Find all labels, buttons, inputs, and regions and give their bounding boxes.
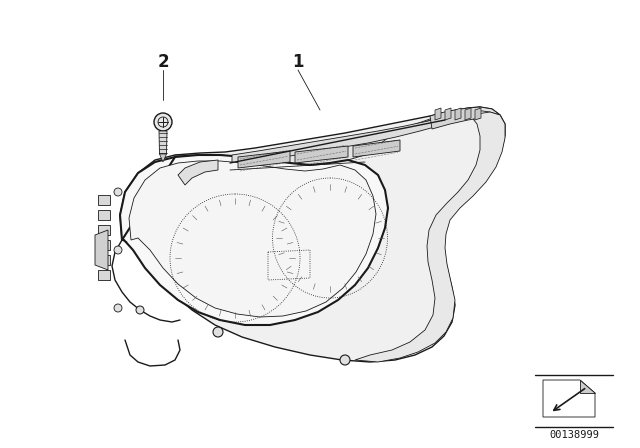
Polygon shape bbox=[129, 161, 376, 317]
Polygon shape bbox=[445, 108, 451, 120]
Polygon shape bbox=[95, 230, 108, 270]
Polygon shape bbox=[295, 146, 348, 163]
Polygon shape bbox=[159, 154, 166, 162]
Polygon shape bbox=[98, 225, 110, 235]
Polygon shape bbox=[435, 108, 441, 120]
Text: 1: 1 bbox=[292, 53, 304, 71]
Text: 00138999: 00138999 bbox=[549, 430, 599, 440]
Circle shape bbox=[154, 113, 172, 131]
Circle shape bbox=[340, 355, 350, 365]
Polygon shape bbox=[232, 116, 448, 165]
Polygon shape bbox=[120, 155, 388, 325]
Circle shape bbox=[114, 246, 122, 254]
Polygon shape bbox=[238, 151, 290, 168]
Circle shape bbox=[114, 188, 122, 196]
Circle shape bbox=[114, 304, 122, 312]
Polygon shape bbox=[430, 107, 480, 129]
Polygon shape bbox=[175, 107, 500, 165]
Text: 2: 2 bbox=[157, 53, 169, 71]
Polygon shape bbox=[355, 112, 505, 362]
Polygon shape bbox=[120, 107, 505, 362]
Polygon shape bbox=[580, 380, 595, 393]
Circle shape bbox=[136, 306, 144, 314]
Polygon shape bbox=[465, 108, 471, 120]
Polygon shape bbox=[98, 210, 110, 220]
Polygon shape bbox=[475, 108, 481, 120]
Polygon shape bbox=[98, 270, 110, 280]
Polygon shape bbox=[98, 195, 110, 205]
Circle shape bbox=[213, 327, 223, 337]
Polygon shape bbox=[353, 140, 400, 157]
Polygon shape bbox=[98, 255, 110, 265]
Polygon shape bbox=[159, 131, 167, 154]
Polygon shape bbox=[98, 240, 110, 250]
Polygon shape bbox=[455, 108, 461, 120]
Polygon shape bbox=[543, 380, 595, 417]
Polygon shape bbox=[178, 160, 218, 185]
